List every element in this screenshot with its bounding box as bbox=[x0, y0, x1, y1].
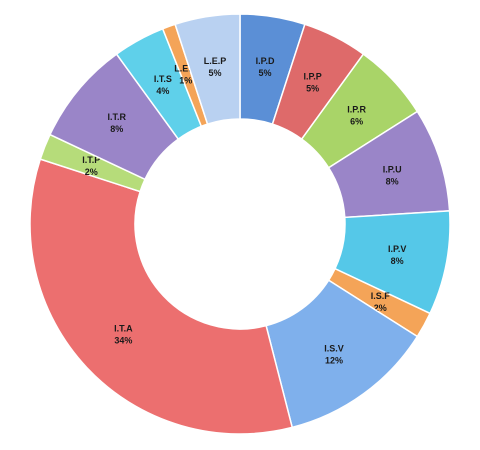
slice-label-its: I.T.S bbox=[154, 74, 172, 84]
slice-pct-lep: 5% bbox=[208, 68, 221, 78]
slice-pct-ipd: 5% bbox=[259, 68, 272, 78]
slice-label-ipv: I.P.V bbox=[388, 244, 406, 254]
slice-label-leb: L.E.B bbox=[174, 63, 198, 73]
slice-pct-isv: 12% bbox=[325, 355, 343, 365]
slice-label-ipp: I.P.P bbox=[303, 71, 321, 81]
slice-label-ita: I.T.A bbox=[114, 324, 133, 334]
slice-pct-isf: 2% bbox=[374, 303, 387, 313]
slice-label-ipu: I.P.U bbox=[383, 165, 402, 175]
slice-label-ipr: I.P.R bbox=[347, 104, 366, 114]
slice-ita bbox=[29, 158, 294, 435]
slice-pct-its: 4% bbox=[156, 86, 169, 96]
slice-label-itr: I.T.R bbox=[107, 112, 126, 122]
slice-pct-itr: 8% bbox=[110, 124, 123, 134]
slice-label-isv: I.S.V bbox=[324, 343, 344, 353]
slice-pct-ipp: 5% bbox=[306, 83, 319, 93]
slice-pct-ita: 34% bbox=[114, 336, 132, 346]
slice-pct-ipv: 8% bbox=[391, 256, 404, 266]
slice-pct-ipu: 8% bbox=[386, 177, 399, 187]
slice-pct-leb: 1% bbox=[179, 75, 192, 85]
slice-label-lep: L.E.P bbox=[204, 56, 227, 66]
slice-lep bbox=[174, 13, 241, 126]
slice-pct-ipr: 6% bbox=[350, 116, 363, 126]
slice-label-itp: I.T.P bbox=[82, 155, 100, 165]
slice-pct-itp: 2% bbox=[85, 167, 98, 177]
slice-label-ipd: I.P.D bbox=[256, 56, 275, 66]
slice-label-isf: I.S.F bbox=[371, 291, 391, 301]
